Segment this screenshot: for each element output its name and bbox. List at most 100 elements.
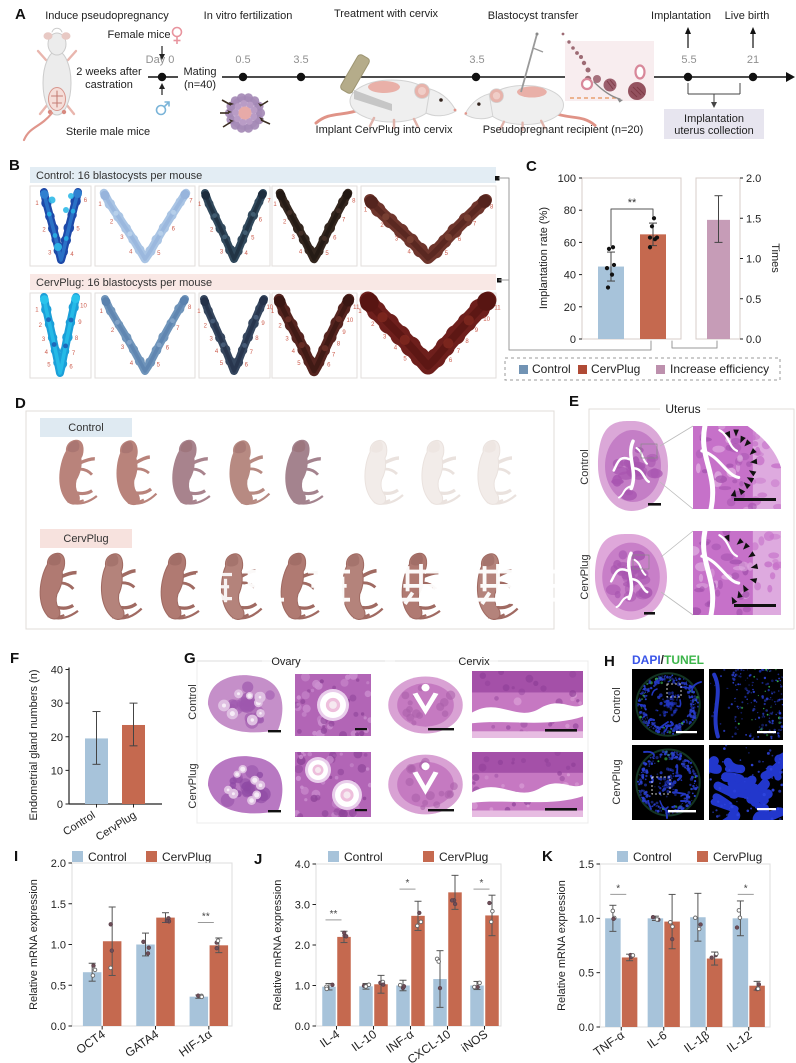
svg-text:1.0: 1.0 <box>51 940 66 952</box>
svg-text:B: B <box>9 157 20 174</box>
svg-text:10: 10 <box>483 317 490 323</box>
svg-text:uterus collection: uterus collection <box>674 125 754 137</box>
svg-text:*: * <box>480 878 484 889</box>
svg-text:0.0: 0.0 <box>51 1021 66 1033</box>
svg-text:Relative mRNA expression: Relative mRNA expression <box>556 880 568 1011</box>
svg-text:(n=40): (n=40) <box>184 79 216 91</box>
svg-text:6: 6 <box>245 363 249 369</box>
svg-text:I: I <box>14 848 18 865</box>
svg-text:80: 80 <box>564 205 576 217</box>
svg-text:5: 5 <box>251 235 255 241</box>
svg-text:8: 8 <box>188 305 192 311</box>
svg-text:5: 5 <box>47 363 51 369</box>
svg-text:OCT4: OCT4 <box>74 1027 109 1057</box>
svg-text:0.0: 0.0 <box>746 334 761 346</box>
svg-text:Cervix: Cervix <box>458 656 490 668</box>
svg-text:3.0: 3.0 <box>295 900 310 912</box>
svg-text:100: 100 <box>558 173 576 185</box>
svg-text:1: 1 <box>100 309 104 315</box>
svg-text:7: 7 <box>342 218 346 224</box>
svg-text:IL-6: IL-6 <box>644 1028 669 1052</box>
svg-text:iNOS: iNOS <box>459 1027 491 1055</box>
svg-text:Treatment with cervix: Treatment with cervix <box>334 8 439 20</box>
svg-text:9: 9 <box>342 330 346 336</box>
svg-text:2.0: 2.0 <box>295 940 310 952</box>
svg-text:5: 5 <box>445 251 449 257</box>
svg-text:IL-1β: IL-1β <box>681 1028 712 1055</box>
svg-text:1.0: 1.0 <box>295 981 310 993</box>
svg-text:C: C <box>526 158 537 175</box>
svg-text:3: 3 <box>395 237 399 243</box>
svg-text:2.0: 2.0 <box>51 858 66 870</box>
svg-text:1.0: 1.0 <box>746 254 761 266</box>
svg-text:0.0: 0.0 <box>295 1021 310 1033</box>
svg-text:Control: Control <box>344 850 383 864</box>
svg-text:6: 6 <box>172 227 176 233</box>
svg-text:castration: castration <box>85 79 133 91</box>
svg-text:7: 7 <box>473 221 477 227</box>
svg-text:4: 4 <box>130 361 134 367</box>
svg-text:11: 11 <box>353 305 360 311</box>
svg-text:0.0: 0.0 <box>579 1022 594 1034</box>
svg-text:DAPI/TUNEL: DAPI/TUNEL <box>632 653 704 667</box>
svg-text:CervPlug: CervPlug <box>579 554 591 599</box>
svg-text:7: 7 <box>267 199 271 205</box>
svg-text:8: 8 <box>337 342 341 348</box>
svg-text:1: 1 <box>364 208 368 214</box>
svg-text:7: 7 <box>176 326 180 332</box>
svg-text:4: 4 <box>394 346 398 352</box>
svg-text:Day 0: Day 0 <box>146 54 175 66</box>
svg-text:10: 10 <box>51 765 63 777</box>
svg-text:6: 6 <box>166 345 170 351</box>
svg-text:Induce pseudopregnancy: Induce pseudopregnancy <box>45 10 169 22</box>
svg-text:IL-4: IL-4 <box>317 1027 342 1051</box>
svg-text:Control: 16 blastocysts per mo: Control: 16 blastocysts per mouse <box>36 170 202 182</box>
svg-text:6: 6 <box>449 358 453 364</box>
svg-text:0.5: 0.5 <box>746 294 761 306</box>
svg-text:Uterus: Uterus <box>665 402 700 416</box>
svg-text:CervPlug: CervPlug <box>162 850 211 864</box>
svg-text:Increase efficiency: Increase efficiency <box>670 362 769 376</box>
svg-text:5: 5 <box>297 361 301 367</box>
svg-text:Sterile male mice: Sterile male mice <box>66 126 150 138</box>
svg-text:0.5: 0.5 <box>51 980 66 992</box>
svg-text:3: 3 <box>48 250 52 256</box>
svg-text:7: 7 <box>457 349 461 355</box>
svg-text:3: 3 <box>220 250 224 256</box>
svg-text:9: 9 <box>78 320 82 326</box>
svg-text:9: 9 <box>261 321 265 327</box>
svg-text:7: 7 <box>250 350 254 356</box>
svg-text:5: 5 <box>157 251 161 257</box>
svg-text:Relative mRNA expression: Relative mRNA expression <box>272 880 284 1011</box>
svg-text:8: 8 <box>465 339 469 345</box>
svg-text:1.5: 1.5 <box>579 859 594 871</box>
svg-text:CervPlug: CervPlug <box>713 850 762 864</box>
svg-text:**: ** <box>202 911 210 922</box>
svg-text:2: 2 <box>204 323 208 329</box>
svg-text:CervPlug: CervPlug <box>591 362 640 376</box>
svg-text:Control: Control <box>61 809 97 838</box>
svg-text:1: 1 <box>35 308 39 314</box>
svg-text:Relative mRNA expression: Relative mRNA expression <box>28 879 40 1010</box>
svg-text:Female mice: Female mice <box>108 29 171 41</box>
svg-text:1.5: 1.5 <box>51 899 66 911</box>
svg-text:5.5: 5.5 <box>681 54 696 66</box>
svg-text:2.0: 2.0 <box>746 173 761 185</box>
svg-text:*: * <box>744 883 748 894</box>
svg-text:IL-10: IL-10 <box>349 1027 380 1054</box>
svg-text:CervPlug: CervPlug <box>94 809 139 843</box>
svg-text:Control: Control <box>68 422 103 434</box>
svg-text:3: 3 <box>42 337 46 343</box>
svg-text:Pseudopregnant recipient (n=20: Pseudopregnant recipient (n=20) <box>483 124 644 136</box>
svg-text:0.5: 0.5 <box>579 968 594 980</box>
svg-text:*: * <box>616 883 620 894</box>
svg-text:20: 20 <box>564 302 576 314</box>
svg-text:Control: Control <box>187 684 199 719</box>
svg-text:0: 0 <box>57 799 63 811</box>
svg-text:2 weeks after: 2 weeks after <box>76 66 142 78</box>
svg-text:30: 30 <box>51 698 63 710</box>
svg-text:2: 2 <box>278 323 282 329</box>
svg-text:1: 1 <box>198 202 202 208</box>
svg-text:2: 2 <box>39 323 43 329</box>
svg-text:K: K <box>542 848 553 865</box>
